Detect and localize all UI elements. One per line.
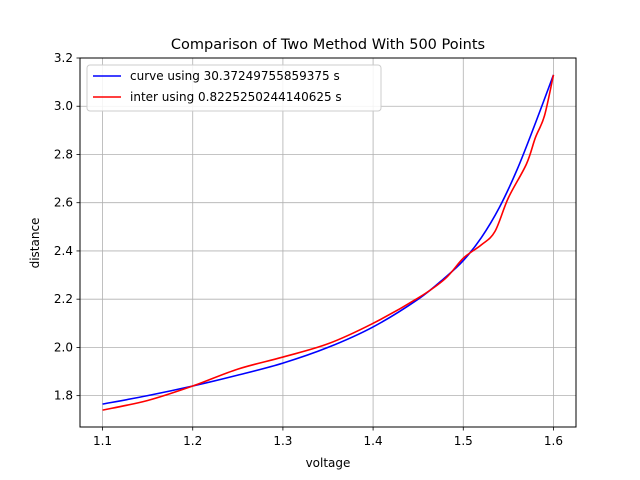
y-tick-label: 3.2 (54, 51, 73, 65)
legend-label-inter: inter using 0.8225250244140625 s (130, 90, 342, 104)
x-axis-title: voltage (306, 456, 351, 470)
plot-area-frame (79, 57, 577, 428)
y-tick-label: 1.8 (54, 389, 73, 403)
y-tick-label: 2.2 (54, 292, 73, 306)
chart-title: Comparison of Two Method With 500 Points (171, 37, 485, 53)
legend-frame (86, 64, 382, 112)
legend: curve using 30.37249755859375 s inter us… (86, 64, 382, 112)
y-tick-label: 2.6 (54, 196, 73, 210)
series-layer (102, 74, 555, 411)
x-tick-label: 1.1 (93, 434, 112, 448)
x-tick-label: 1.3 (273, 434, 292, 448)
y-tick-label: 3.0 (54, 99, 73, 113)
x-tick-label: 1.6 (544, 434, 563, 448)
x-tick-label: 1.5 (454, 434, 473, 448)
y-tick-label: 2.8 (54, 147, 73, 161)
y-tick-label: 2.0 (54, 340, 73, 354)
series-line-inter (102, 74, 555, 411)
legend-label-curve: curve using 30.37249755859375 s (130, 69, 340, 83)
y-axis-title: distance (28, 218, 42, 269)
x-tick-label: 1.2 (183, 434, 202, 448)
y-axis: 1.8 2.0 2.2 2.4 2.6 2.8 3.0 3.2 (54, 51, 80, 403)
y-tick-label: 2.4 (54, 244, 73, 258)
x-axis: 1.1 1.2 1.3 1.4 1.5 1.6 (93, 427, 563, 448)
x-tick-label: 1.4 (364, 434, 383, 448)
series-line-curve (102, 74, 555, 405)
